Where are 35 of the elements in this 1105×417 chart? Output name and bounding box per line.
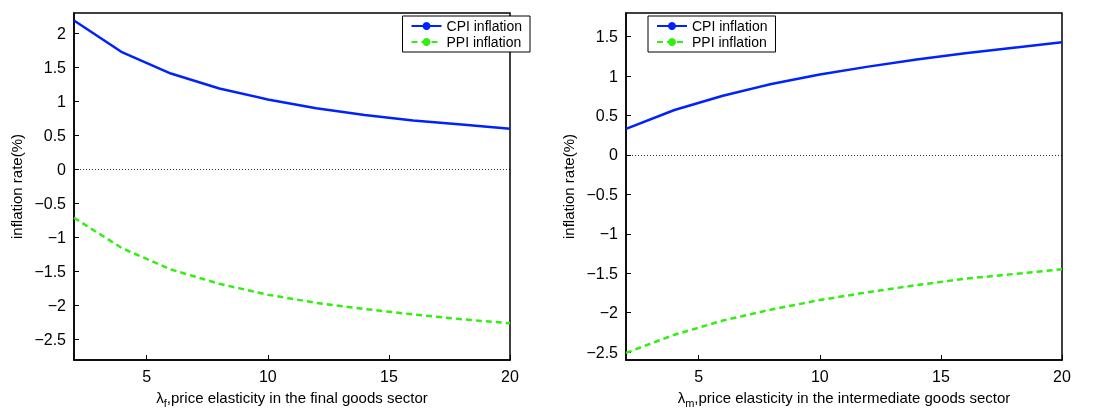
- x-tick-label: 15: [931, 367, 950, 385]
- y-tick-label: −1.5: [34, 263, 67, 281]
- x-tick-label: 15: [379, 367, 398, 385]
- y-tick-label: 1.5: [43, 58, 67, 76]
- line-series: [72, 216, 512, 325]
- y-tick-label: 0.5: [43, 126, 67, 144]
- x-tick-label: 5: [142, 367, 152, 385]
- line-series: [624, 268, 1064, 355]
- legend-label: PPI inflation: [446, 34, 522, 50]
- x-tick-label: 20: [1053, 367, 1071, 385]
- y-tick-label: 0: [57, 160, 67, 178]
- y-tick-label: 1.5: [595, 28, 619, 46]
- y-tick-label: −2: [599, 304, 619, 322]
- y-tick-label: −1.5: [586, 264, 619, 282]
- y-axis-title: inflation rate(%): [559, 133, 577, 240]
- legend-label: CPI inflation: [692, 18, 768, 34]
- y-tick-label: −1: [47, 229, 67, 247]
- y-tick-label: 0.5: [595, 107, 619, 125]
- y-tick-label: −2.5: [586, 343, 619, 361]
- y-axis-title: inflation rate(%): [7, 133, 25, 240]
- y-tick-label: −1: [599, 225, 619, 243]
- x-tick-label: 10: [258, 367, 277, 385]
- y-tick-label: −0.5: [34, 195, 67, 213]
- x-tick-label: 20: [501, 367, 519, 385]
- y-tick-label: −2.5: [34, 331, 67, 349]
- y-tick-label: 1: [57, 92, 67, 110]
- y-tick-label: 1: [609, 67, 619, 85]
- y-tick-label: −0.5: [586, 185, 619, 203]
- x-tick-label: 10: [810, 367, 829, 385]
- x-tick-label: 5: [694, 367, 704, 385]
- y-tick-label: 0: [609, 146, 619, 164]
- y-tick-label: −2: [47, 297, 67, 315]
- y-tick-label: 2: [57, 24, 67, 42]
- legend-label: PPI inflation: [692, 34, 767, 50]
- legend-label: CPI inflation: [446, 18, 522, 34]
